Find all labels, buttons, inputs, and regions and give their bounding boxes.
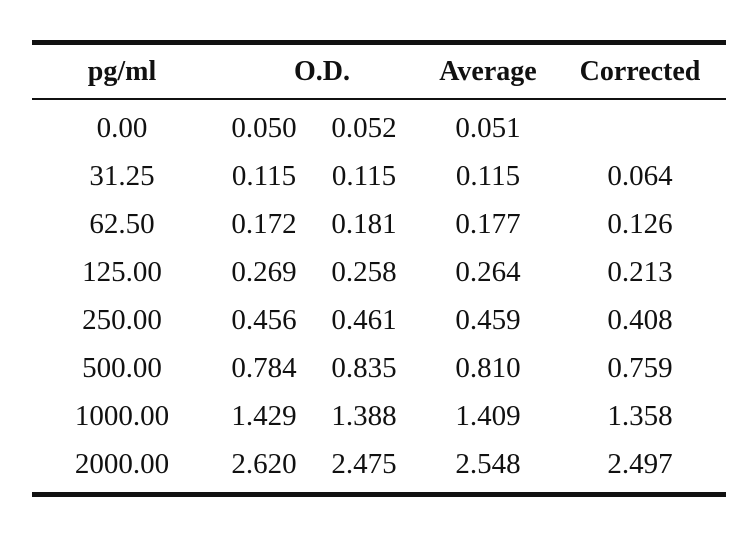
table-bottom-rule: [32, 492, 726, 497]
cell-corrected: [568, 104, 712, 152]
cell-concentration: 1000.00: [74, 399, 170, 432]
cell-od-2: 0.835: [331, 351, 397, 384]
cell-corrected: 0.064: [607, 159, 673, 192]
cell-od-2: 0.115: [331, 159, 397, 192]
cell-concentration: 125.00: [82, 255, 162, 288]
cell-od-1: 0.269: [231, 255, 297, 288]
table-body: 0.00 0.050 0.052 0.051 31.25 0.115 0.115…: [32, 100, 726, 492]
header-corrected: Corrected: [579, 55, 701, 87]
cell-od-1: 0.050: [231, 111, 297, 144]
cell-od-1: 0.172: [231, 207, 297, 240]
cell-average: 0.264: [455, 255, 521, 288]
table-top-rule: [32, 40, 726, 45]
cell-corrected: 0.126: [607, 207, 673, 240]
table-row: 250.00 0.456 0.461 0.459 0.408: [32, 296, 726, 344]
header-od: O.D.: [294, 55, 350, 87]
cell-od-1: 0.456: [231, 303, 297, 336]
cell-od-2: 0.181: [331, 207, 397, 240]
table-header-rule: [32, 98, 726, 100]
cell-od-2: 0.461: [331, 303, 397, 336]
cell-od-1: 1.429: [231, 399, 297, 432]
header-concentration: pg/ml: [87, 55, 157, 87]
table-row: 62.50 0.172 0.181 0.177 0.126: [32, 200, 726, 248]
cell-concentration: 62.50: [89, 207, 155, 240]
cell-od-1: 0.115: [231, 159, 297, 192]
cell-corrected: 1.358: [607, 399, 673, 432]
cell-concentration: 2000.00: [74, 447, 170, 480]
cell-corrected: 0.408: [607, 303, 673, 336]
cell-concentration: 500.00: [82, 351, 162, 384]
table-row: 31.25 0.115 0.115 0.115 0.064: [32, 152, 726, 200]
cell-corrected: 0.213: [607, 255, 673, 288]
cell-concentration: 250.00: [82, 303, 162, 336]
cell-corrected: 0.759: [607, 351, 673, 384]
cell-od-1: 0.784: [231, 351, 297, 384]
cell-average: 0.177: [455, 207, 521, 240]
cell-average: 0.810: [455, 351, 521, 384]
cell-average: 2.548: [455, 447, 521, 480]
cell-concentration: 0.00: [96, 111, 148, 144]
table-row: 0.00 0.050 0.052 0.051: [32, 104, 726, 152]
standard-curve-table: pg/ml O.D. Average Corrected 0.00 0.050 …: [32, 40, 726, 497]
table-row: 2000.00 2.620 2.475 2.548 2.497: [32, 440, 726, 488]
cell-od-1: 2.620: [231, 447, 297, 480]
table-row: 500.00 0.784 0.835 0.810 0.759: [32, 344, 726, 392]
table-row: 1000.00 1.429 1.388 1.409 1.358: [32, 392, 726, 440]
cell-average: 0.051: [455, 111, 521, 144]
cell-od-2: 2.475: [331, 447, 397, 480]
cell-od-2: 0.258: [331, 255, 397, 288]
table-row: 125.00 0.269 0.258 0.264 0.213: [32, 248, 726, 296]
table-header-row: pg/ml O.D. Average Corrected: [32, 45, 726, 98]
cell-average: 0.459: [455, 303, 521, 336]
cell-corrected: 2.497: [607, 447, 673, 480]
header-average: Average: [439, 55, 537, 87]
cell-average: 1.409: [455, 399, 521, 432]
cell-od-2: 0.052: [331, 111, 397, 144]
cell-average: 0.115: [455, 159, 521, 192]
cell-concentration: 31.25: [89, 159, 155, 192]
cell-od-2: 1.388: [331, 399, 397, 432]
